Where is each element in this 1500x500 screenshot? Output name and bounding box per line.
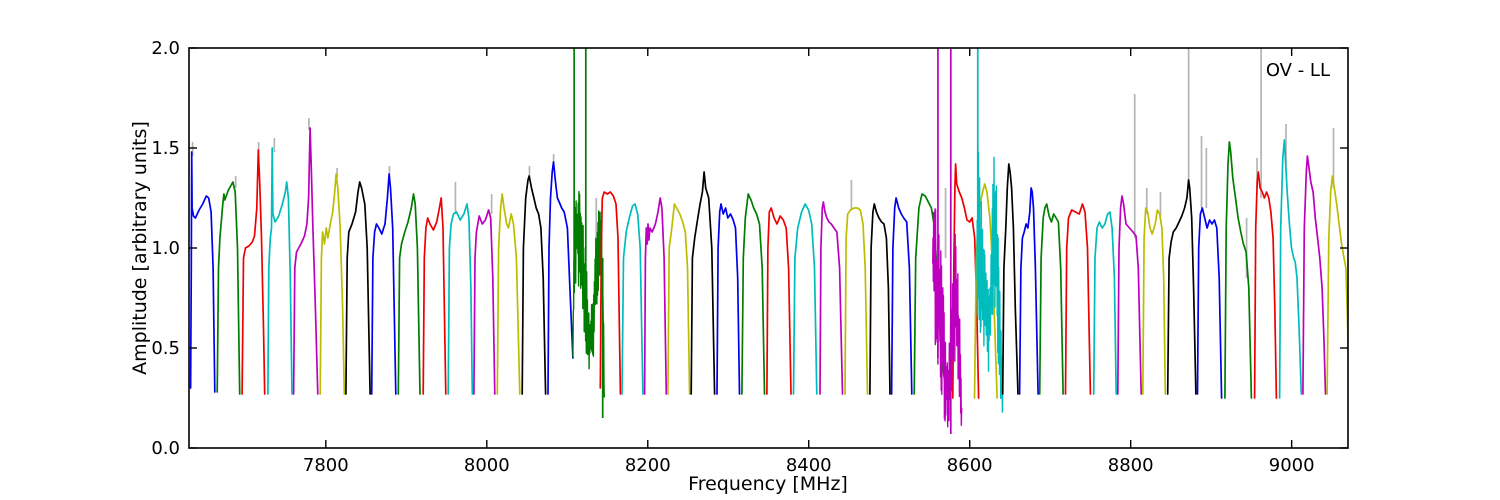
subband-29 — [890, 197, 913, 395]
subband-03 — [241, 149, 266, 395]
subband-11 — [447, 203, 474, 395]
subband-16-rfi — [572, 190, 605, 398]
x-tick-label: 8800 — [1108, 455, 1154, 476]
axis-ticks — [189, 47, 1348, 449]
subband-35 — [1001, 163, 1019, 395]
station-annotation: OV - LL — [1266, 60, 1330, 81]
subband-09 — [397, 193, 421, 395]
subband-38 — [1064, 203, 1092, 395]
subband-28 — [869, 203, 891, 395]
subband-37 — [1038, 203, 1064, 395]
subband-05 — [292, 127, 319, 395]
subband-24 — [766, 207, 792, 395]
x-tick-label: 8600 — [947, 455, 993, 476]
subband-47 — [1302, 155, 1327, 395]
subband-34-rfi — [976, 151, 1004, 413]
y-tick-label: 2.0 — [151, 38, 180, 59]
subband-31-rfi — [932, 208, 963, 428]
x-tick-label: 9000 — [1269, 455, 1315, 476]
subband-36 — [1018, 187, 1039, 395]
x-tick-label: 8400 — [786, 455, 832, 476]
y-tick-label: 1.0 — [151, 238, 180, 259]
subband-23 — [741, 193, 766, 395]
x-tick-label: 7800 — [303, 455, 349, 476]
plot-area: 7800 8000 8200 8400 8600 8800 9000 0.0 0.5 1.0 1.5… — [151, 38, 1349, 476]
y-tick-label: 1.5 — [151, 138, 180, 159]
subband-41 — [1141, 207, 1167, 395]
subband-18 — [621, 203, 644, 395]
tick-labels: 7800 8000 8200 8400 8600 8800 9000 0.0 0.5 1.0 1.5… — [151, 38, 1314, 476]
subband-22 — [716, 203, 741, 395]
subband-26 — [819, 201, 844, 395]
subband-39 — [1092, 211, 1118, 395]
y-tick-label: 0.5 — [151, 338, 180, 359]
x-tick-label: 8000 — [464, 455, 510, 476]
subband-45 — [1253, 171, 1278, 399]
subband-12 — [473, 209, 496, 395]
subband-43 — [1196, 207, 1223, 399]
x-tick-label: 8200 — [625, 455, 671, 476]
subband-44 — [1224, 141, 1253, 399]
subband-15 — [547, 161, 574, 395]
subband-19 — [643, 197, 668, 395]
subband-01 — [189, 151, 216, 393]
subband-04 — [267, 147, 293, 395]
subband-48 — [1326, 175, 1348, 395]
y-axis-label: Amplitude [arbitrary units] — [129, 121, 151, 375]
subband-25 — [792, 203, 818, 395]
subband-06 — [319, 173, 346, 395]
subband-21 — [690, 171, 716, 395]
subband-07 — [345, 181, 371, 395]
subband-02 — [216, 181, 241, 395]
subband-14 — [521, 175, 547, 395]
subband-27 — [844, 207, 869, 395]
subband-20 — [667, 203, 691, 395]
subband-46 — [1278, 139, 1303, 399]
x-axis-label: Frequency [MHz] — [688, 473, 848, 495]
subband-42 — [1166, 179, 1197, 395]
y-tick-label: 0.0 — [151, 438, 180, 459]
subband-10 — [422, 197, 447, 395]
data-lines — [189, 48, 1348, 434]
subband-17 — [599, 191, 622, 395]
subband-13 — [496, 193, 521, 395]
subband-40 — [1116, 195, 1143, 395]
subband-08 — [370, 173, 397, 395]
subband-32 — [951, 163, 980, 399]
